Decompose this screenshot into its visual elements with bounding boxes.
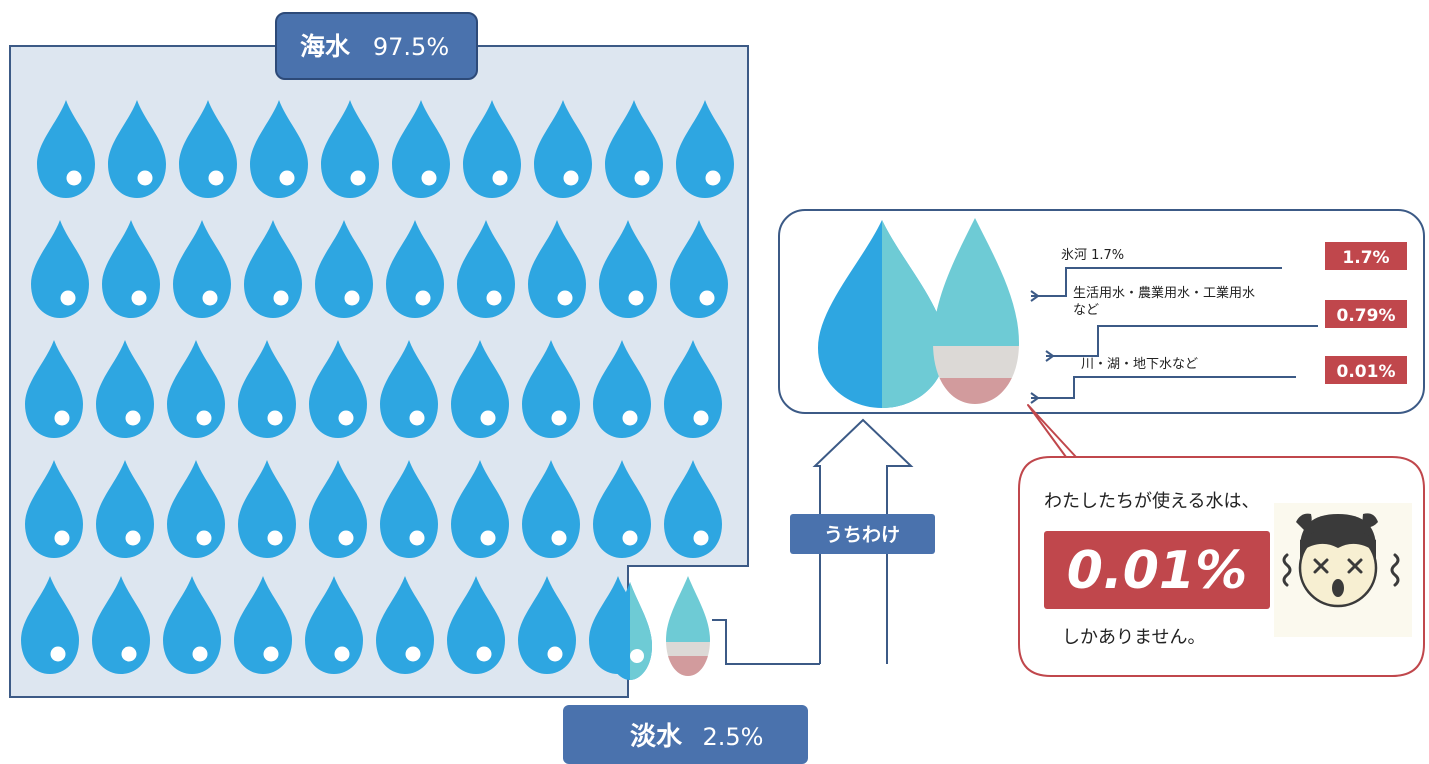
freshwater-label-box — [563, 705, 808, 764]
water-drop-icon — [376, 576, 434, 674]
water-drop-icon — [676, 100, 734, 198]
water-drop-icon — [528, 220, 586, 318]
water-drop-icon — [305, 576, 363, 674]
water-drop-icon — [167, 460, 225, 558]
water-drop-icon — [451, 340, 509, 438]
water-drop-icon — [25, 340, 83, 438]
glacier-label: 氷河 1.7% — [1061, 248, 1124, 263]
water-drop-icon — [522, 460, 580, 558]
freshwater-label: 淡水 — [630, 722, 683, 752]
seawater-label-box — [275, 12, 478, 80]
breakdown-label: うちわけ — [824, 524, 900, 546]
usage-value: 0.79% — [1337, 306, 1396, 326]
water-drop-icon — [92, 576, 150, 674]
surprised-face-icon — [1274, 503, 1412, 637]
water-drop-icon — [309, 340, 367, 438]
water-drop-icon — [315, 220, 373, 318]
water-drop-icon — [321, 100, 379, 198]
water-drop-icon — [670, 220, 728, 318]
water-drop-icon — [593, 340, 651, 438]
water-drop-icon — [96, 460, 154, 558]
usage-label-line1: 生活用水・農業用水・工業用水 — [1073, 285, 1255, 301]
water-drop-icon — [179, 100, 237, 198]
callout-value-box — [1044, 531, 1270, 609]
water-drop-icon — [534, 100, 592, 198]
water-drop-icon — [173, 220, 231, 318]
usage-badge — [1325, 300, 1407, 328]
water-drop-icon — [664, 460, 722, 558]
callout-line2: しかありません。 — [1062, 627, 1205, 648]
water-drop-icon — [664, 340, 722, 438]
water-drop-icon — [457, 220, 515, 318]
callout-line1: わたしたちが使える水は、 — [1044, 491, 1259, 512]
rivers-label: 川・湖・地下水など — [1081, 357, 1198, 372]
water-drop-icon — [234, 576, 292, 674]
water-drop-icon — [463, 100, 521, 198]
callout-big-value: 0.01% — [1067, 541, 1247, 601]
water-drop-icon — [380, 460, 438, 558]
water-drop-icon — [250, 100, 308, 198]
water-drop-icon — [96, 340, 154, 438]
glacier-value: 1.7% — [1342, 248, 1389, 268]
water-drop-icon — [518, 576, 576, 674]
water-drop-icon — [31, 220, 89, 318]
rivers-value: 0.01% — [1337, 362, 1396, 382]
water-drop-icon — [605, 100, 663, 198]
seawater-value: 97.5% — [373, 33, 449, 61]
water-drop-icon — [102, 220, 160, 318]
water-drop-icon — [386, 220, 444, 318]
water-drop-icon — [37, 100, 95, 198]
water-drop-icon — [309, 460, 367, 558]
freshwater-connector — [712, 619, 820, 665]
water-drop-icon — [451, 460, 509, 558]
water-drop-icon — [599, 220, 657, 318]
water-drop-icon — [392, 100, 450, 198]
freshwater-drop-icon — [666, 576, 710, 676]
breakdown-connectors — [1030, 267, 1318, 404]
water-drop-icon — [108, 100, 166, 198]
water-drop-icon — [522, 340, 580, 438]
breakdown-label-box — [790, 514, 935, 554]
water-drop-icon — [447, 576, 505, 674]
water-drop-icon — [238, 460, 296, 558]
seawater-label: 海水 — [300, 32, 351, 61]
rivers-badge — [1325, 356, 1407, 384]
water-drop-icon — [593, 460, 651, 558]
usage-label-line2: など — [1073, 303, 1099, 318]
water-drop-icon — [244, 220, 302, 318]
water-drop-icon — [380, 340, 438, 438]
freshwater-value: 2.5% — [703, 723, 764, 751]
water-drop-icon — [25, 460, 83, 558]
water-drop-icon — [167, 340, 225, 438]
glacier-badge — [1325, 242, 1407, 270]
water-drop-icon — [21, 576, 79, 674]
water-drop-icon — [163, 576, 221, 674]
water-drop-icon — [238, 340, 296, 438]
